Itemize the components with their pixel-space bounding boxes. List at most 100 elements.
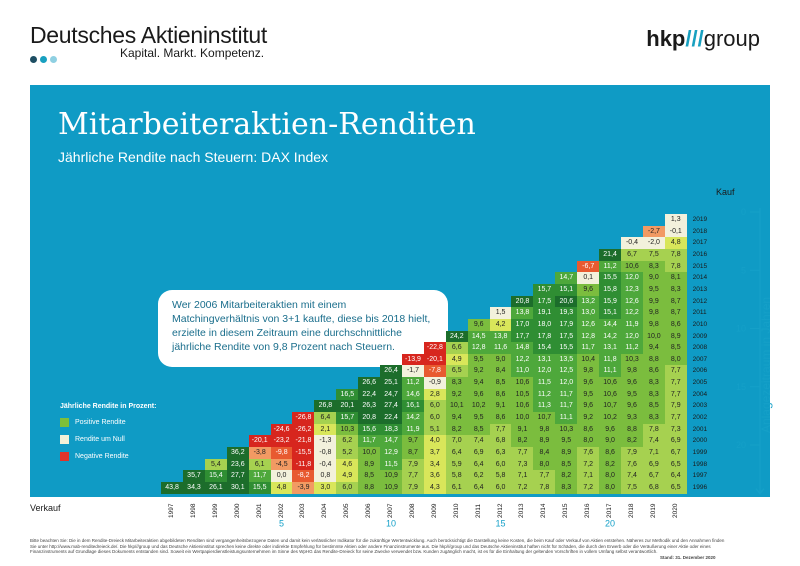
- heatmap-cell: 7,2: [577, 458, 600, 471]
- heatmap-cell: 16,5: [336, 388, 359, 401]
- heatmap-cell: 10,4: [577, 353, 600, 366]
- heatmap-cell: 2,1: [314, 423, 337, 436]
- heatmap-cell: 22,4: [358, 388, 381, 401]
- heatmap-cell: 8,6: [664, 318, 687, 331]
- heatmap-cell: -0,4: [314, 458, 337, 471]
- holding-period-bottom-label: 20: [605, 519, 615, 529]
- heatmap-cell: 34,3: [182, 481, 206, 494]
- heatmap-cell: 8,4: [489, 365, 512, 378]
- heatmap-cell: 11,2: [533, 388, 556, 401]
- chart-subtitle: Jährliche Rendite nach Steuern: DAX Inde…: [58, 149, 329, 165]
- heatmap-cell: 9,5: [467, 353, 490, 366]
- sell-year-label: 2020: [671, 503, 679, 518]
- buy-year-label: 2012: [692, 297, 708, 305]
- heatmap-cell: 14,2: [599, 330, 622, 343]
- heatmap-cell: 6,4: [664, 470, 687, 483]
- heatmap-cell: 7,8: [533, 481, 556, 494]
- heatmap-cell: 9,5: [620, 388, 644, 401]
- buy-year-label: 2008: [692, 344, 708, 352]
- heatmap-cell: 26,4: [380, 365, 403, 378]
- heatmap-cell: 9,2: [467, 365, 490, 378]
- heatmap-cell: 11,2: [401, 377, 425, 390]
- holding-period-bottom-label: 10: [386, 519, 396, 529]
- heatmap-cell: 8,7: [401, 447, 425, 459]
- heatmap-cell: 6,4: [467, 458, 490, 471]
- heatmap-cell: 15,7: [533, 283, 556, 296]
- legend-label-zero: Rendite um Null: [75, 436, 125, 443]
- heatmap-cell: 9,9: [642, 295, 665, 308]
- heatmap-cell: 10,2: [467, 400, 490, 413]
- holding-period-bottom-label: 5: [279, 519, 284, 529]
- heatmap-cell: 10,3: [555, 423, 578, 436]
- heatmap-cell: 6,8: [642, 481, 665, 494]
- heatmap-cell: 6,7: [664, 447, 687, 459]
- hkp-logo-slashes: ///: [685, 26, 704, 51]
- heatmap-cell: 0,1: [577, 272, 600, 285]
- legend-swatch-negative: [60, 452, 69, 461]
- heatmap-cell: 17,0: [511, 318, 534, 331]
- heatmap-cell: 13,1: [599, 342, 622, 355]
- heatmap-cell: 9,6: [467, 388, 490, 401]
- heatmap-cell: 12,0: [620, 272, 644, 285]
- heatmap-cell: -13,9: [401, 353, 425, 366]
- heatmap-cell: 14,7: [555, 272, 578, 285]
- heatmap-cell: 12,6: [620, 295, 644, 308]
- heatmap-cell: 22,4: [380, 412, 403, 424]
- heatmap-cell: -0,8: [314, 447, 337, 459]
- heatmap-cell: 8,2: [511, 435, 534, 448]
- heatmap-cell: -0,4: [620, 237, 644, 250]
- heatmap-cell: 10,6: [620, 260, 644, 273]
- heatmap-cell: 12,0: [620, 330, 644, 343]
- heatmap-cell: 4,8: [664, 237, 687, 250]
- heatmap-cell: 8,7: [664, 307, 687, 320]
- heatmap-cell: 15,6: [358, 423, 381, 436]
- heatmap-cell: 6,7: [642, 470, 665, 483]
- buy-year-label: 2017: [692, 239, 708, 247]
- buy-year-label: 2004: [692, 390, 708, 398]
- heatmap-cell: 20,8: [358, 412, 381, 424]
- heatmap-cell: 10,3: [336, 423, 359, 436]
- heatmap-cell: 10,3: [620, 353, 644, 366]
- heatmap-cell: 4,9: [445, 353, 468, 366]
- heatmap-cell: 10,0: [511, 412, 534, 424]
- heatmap-cell: 10,7: [599, 400, 622, 413]
- heatmap-cell: 7,8: [664, 260, 687, 273]
- heatmap-cell: 15,4: [533, 342, 556, 355]
- heatmap-cell: 0,8: [314, 470, 337, 483]
- heatmap-cell: -3,8: [248, 447, 271, 459]
- heatmap-cell: 9,8: [642, 318, 665, 331]
- heatmap-cell: 12,5: [555, 365, 578, 378]
- heatmap-cell: 10,6: [599, 377, 622, 390]
- heatmap-cell: 12,9: [380, 447, 403, 459]
- heatmap-cell: 12,0: [533, 365, 556, 378]
- buy-year-label: 2013: [692, 285, 708, 293]
- heatmap-cell: 3,0: [314, 481, 337, 494]
- buy-year-label: 2018: [692, 227, 708, 235]
- heatmap-cell: 9,0: [489, 353, 512, 366]
- heatmap-cell: 9,1: [511, 423, 534, 436]
- heatmap-cell: 8,8: [642, 353, 665, 366]
- heatmap-cell: 7,7: [511, 447, 534, 459]
- heatmap-cell: -11,8: [292, 458, 315, 471]
- verkauf-label: Verkauf: [30, 503, 61, 513]
- heatmap-cell: 6,1: [248, 458, 271, 471]
- heatmap-cell: 9,1: [489, 400, 512, 413]
- heatmap-cell: 27,7: [226, 470, 249, 483]
- heatmap-cell: 14,2: [401, 412, 425, 424]
- heatmap-cell: 13,1: [533, 353, 556, 366]
- heatmap-cell: 12,0: [555, 377, 578, 390]
- heatmap-cell: 8,5: [489, 377, 512, 390]
- buy-year-label: 2000: [692, 437, 708, 445]
- heatmap-cell: 9,3: [620, 412, 644, 424]
- heatmap-cell: -21,8: [292, 435, 315, 448]
- heatmap-cell: 19,3: [555, 307, 578, 320]
- heatmap-cell: 6,2: [467, 470, 490, 483]
- heatmap-cell: 9,0: [642, 272, 665, 285]
- heatmap-cell: 9,6: [620, 400, 644, 413]
- heatmap-cell: 8,3: [642, 260, 665, 273]
- heatmap-cell: 9,6: [467, 318, 490, 331]
- heatmap-cell: 3,7: [423, 447, 446, 459]
- heatmap-cell: -24,6: [270, 423, 293, 436]
- heatmap-cell: 7,5: [620, 481, 644, 494]
- heatmap-cell: 6,1: [445, 481, 468, 494]
